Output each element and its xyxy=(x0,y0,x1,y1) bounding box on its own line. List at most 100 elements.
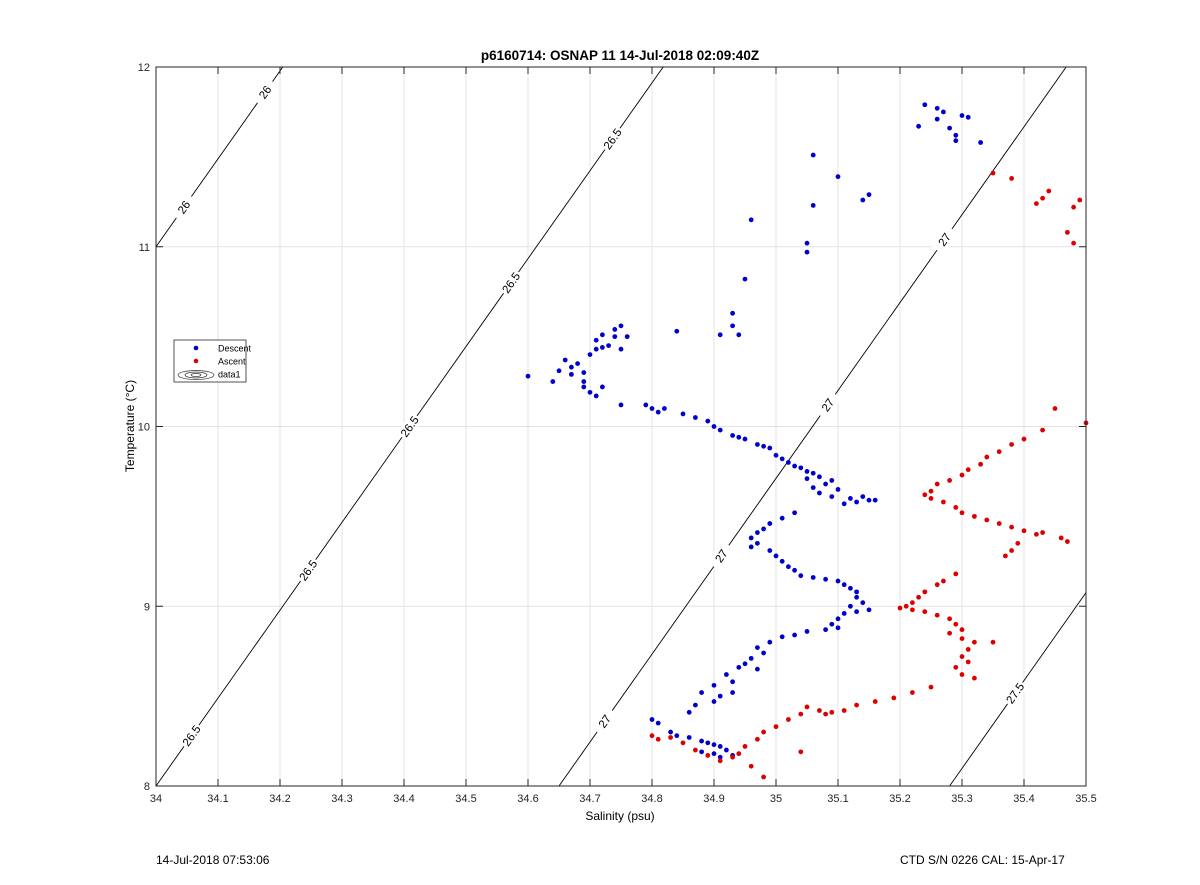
legend-box xyxy=(173,339,247,383)
ascent-point xyxy=(934,612,940,618)
ascent-point xyxy=(1040,427,1045,433)
descent-point xyxy=(810,485,816,491)
x-tick-label: 34.3 xyxy=(331,793,352,805)
descent-point xyxy=(624,334,630,340)
isopycnal-line xyxy=(558,66,1067,787)
descent-point xyxy=(804,249,810,255)
ascent-point xyxy=(1058,535,1064,541)
isopycnal-label-bg xyxy=(814,390,842,420)
ascent-point xyxy=(1009,442,1014,447)
ascent-point xyxy=(965,659,971,665)
ascent-point xyxy=(1009,548,1014,553)
x-tick-label: 34.2 xyxy=(269,793,290,805)
footer-calibration: CTD S/N 0226 CAL: 15-Apr-17 xyxy=(900,853,1065,867)
ascent-point xyxy=(773,724,779,730)
descent-point xyxy=(755,666,760,672)
descent-point xyxy=(829,621,835,627)
ascent-point xyxy=(1071,240,1076,246)
ascent-point xyxy=(649,733,655,739)
ascent-point xyxy=(984,517,990,523)
descent-point xyxy=(916,123,921,129)
ascent-point xyxy=(680,740,686,746)
descent-point xyxy=(773,452,779,458)
descent-point xyxy=(581,370,587,375)
ascent-point xyxy=(872,699,878,704)
x-tick-label: 34.7 xyxy=(579,793,600,805)
descent-point xyxy=(618,346,624,352)
descent-point xyxy=(835,578,841,584)
descent-point xyxy=(854,609,859,615)
x-tick-label: 35.3 xyxy=(951,793,972,805)
descent-point xyxy=(841,582,847,588)
descent-point xyxy=(773,553,779,559)
descent-point xyxy=(922,102,928,108)
legend-label: data1 xyxy=(218,370,241,380)
descent-point xyxy=(835,174,841,180)
ascent-point xyxy=(798,749,804,755)
legend-contour-icon xyxy=(177,370,215,380)
ascent-point xyxy=(916,594,921,600)
ascent-point xyxy=(953,664,959,670)
ascent-point xyxy=(841,708,847,713)
ascent-point xyxy=(947,616,952,622)
ascent-point xyxy=(1046,188,1052,194)
descent-point xyxy=(600,332,605,338)
descent-point xyxy=(810,575,816,580)
descent-point xyxy=(934,116,940,122)
x-tick-label: 35 xyxy=(770,793,782,805)
ascent-point xyxy=(1021,436,1027,442)
descent-point xyxy=(941,109,946,115)
ascent-point xyxy=(1021,528,1027,534)
descent-point xyxy=(593,393,599,399)
descent-point xyxy=(730,690,735,695)
ascent-point xyxy=(978,461,983,467)
ascent-point xyxy=(705,753,711,758)
ascent-point xyxy=(910,690,915,695)
descent-point xyxy=(711,751,717,757)
descent-point xyxy=(848,603,853,609)
descent-point xyxy=(562,357,568,363)
descent-point xyxy=(792,510,797,516)
x-tick-label: 34.8 xyxy=(641,793,662,805)
descent-point xyxy=(866,192,872,198)
descent-point xyxy=(649,717,655,722)
ascent-point xyxy=(823,711,828,717)
descent-point xyxy=(668,729,673,735)
descent-point xyxy=(804,476,810,482)
descent-point xyxy=(835,487,841,492)
ascent-point xyxy=(730,754,735,760)
descent-point xyxy=(705,418,711,424)
ascent-point xyxy=(910,607,915,613)
x-tick-label: 35.1 xyxy=(827,793,848,805)
ascent-point xyxy=(959,636,965,642)
descent-point xyxy=(711,742,717,748)
ascent-point xyxy=(959,672,965,677)
ascent-point xyxy=(748,763,754,769)
descent-point xyxy=(581,384,587,390)
x-tick-label: 34.9 xyxy=(703,793,724,805)
descent-point xyxy=(730,310,735,316)
x-tick-label: 35.2 xyxy=(889,793,910,805)
descent-point xyxy=(755,530,760,535)
descent-point xyxy=(810,203,816,208)
x-tick-label: 34.6 xyxy=(517,793,538,805)
descent-point xyxy=(978,140,983,145)
descent-point xyxy=(655,720,661,726)
descent-point xyxy=(699,749,704,755)
descent-point xyxy=(717,332,723,338)
ascent-point xyxy=(897,605,903,611)
descent-point xyxy=(550,379,556,384)
descent-point xyxy=(581,379,587,384)
descent-point xyxy=(618,402,624,408)
descent-point xyxy=(730,323,735,329)
y-tick-label: 12 xyxy=(138,62,150,74)
isopycnal-label-bg xyxy=(1001,678,1029,708)
ascent-point xyxy=(1052,406,1058,411)
descent-point xyxy=(792,463,797,469)
descent-point xyxy=(587,389,593,395)
y-tick-label: 10 xyxy=(138,422,150,434)
descent-point xyxy=(600,384,605,390)
descent-point xyxy=(711,682,717,688)
ascent-point xyxy=(1040,195,1045,201)
descent-point xyxy=(693,415,698,420)
